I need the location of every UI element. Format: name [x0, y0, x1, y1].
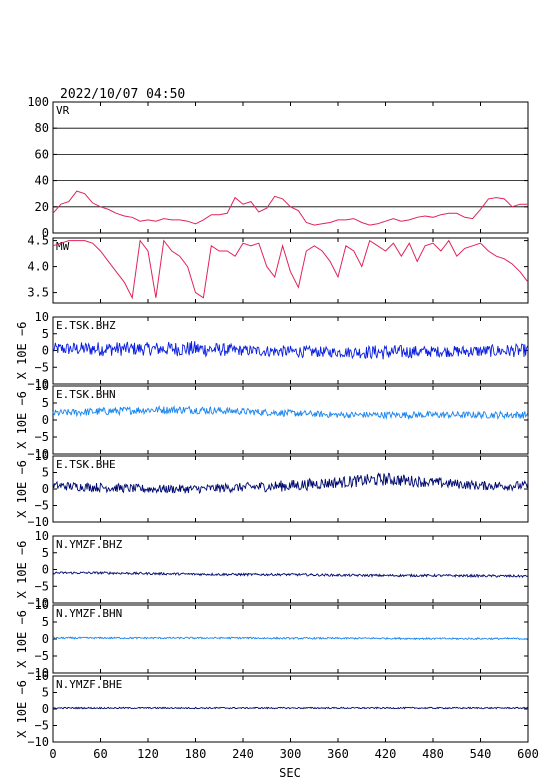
panel-label: N.YMZF.BHN [56, 607, 122, 620]
panel-7: −10 −5 0 5 10 N.YMZF.BHN X 10E −6 [15, 598, 529, 680]
y-tick-label: 0 [42, 482, 49, 496]
y-tick-label: −10 [27, 666, 49, 680]
x-tick-label: 0 [49, 747, 56, 761]
y-tick-label: 0 [42, 632, 49, 646]
panel-frame [52, 385, 529, 455]
y-axis-label: X 10E −6 [15, 610, 29, 668]
y-tick-label: 5 [42, 615, 49, 629]
y-tick-label: 10 [35, 669, 49, 683]
series-line [52, 404, 529, 421]
y-tick-label: 5 [42, 327, 49, 341]
y-tick-label: 10 [35, 598, 49, 612]
y-tick-label: 100 [27, 95, 49, 109]
panel-label: E.TSK.BHZ [56, 319, 116, 332]
timestamp-label: 2022/10/07 04:50 [60, 87, 185, 102]
y-tick-label: 4.5 [27, 234, 49, 248]
y-tick-label: 5 [42, 686, 49, 700]
y-tick-label: 80 [35, 121, 49, 135]
panel-4: −10 −5 0 5 10 E.TSK.BHN X 10E −6 [15, 379, 529, 461]
x-tick-label: 180 [185, 747, 207, 761]
y-tick-label: 0 [42, 702, 49, 716]
y-tick-label: 10 [35, 379, 49, 393]
x-axis: 0 60 120 180 240 300 360 420 480 540 600 [49, 747, 538, 761]
y-axis-label: X 10E −6 [15, 322, 29, 380]
x-axis-label: SEC [279, 766, 301, 780]
x-tick-label: 300 [280, 747, 302, 761]
y-tick-label: 4.0 [27, 260, 49, 274]
panel-3: −10 −5 0 5 10 E.TSK.BHZ X 10E −6 [15, 310, 529, 391]
x-tick-label: 240 [232, 747, 254, 761]
series-line [52, 190, 528, 226]
y-tick-label: −10 [27, 596, 49, 610]
y-tick-label: 5 [42, 396, 49, 410]
y-tick-label: −5 [35, 499, 49, 513]
x-tick-label: 120 [137, 747, 159, 761]
panel-2: 3.5 4.0 4.5 MW [27, 234, 529, 304]
y-tick-label: 20 [35, 200, 49, 214]
y-tick-label: 10 [35, 310, 49, 324]
series-line [52, 571, 529, 579]
y-tick-label: 5 [42, 546, 49, 560]
y-tick-label: −5 [35, 649, 49, 663]
y-tick-label: 10 [35, 529, 49, 543]
y-tick-label: −10 [27, 735, 49, 749]
x-tick-label: 420 [375, 747, 397, 761]
panel-8: −10 −5 0 5 10 N.YMZF.BHE X 10E −6 [15, 669, 529, 749]
y-tick-label: 0 [42, 344, 49, 358]
panel-6: −10 −5 0 5 10 N.YMZF.BHZ X 10E −6 [15, 529, 529, 610]
panel-label: VR [56, 104, 70, 117]
panel-label: N.YMZF.BHZ [56, 538, 123, 551]
y-axis-label: X 10E −6 [15, 460, 29, 518]
y-tick-label: 60 [35, 147, 49, 161]
series-line [52, 472, 529, 495]
panel-label: E.TSK.BHE [56, 458, 116, 471]
y-tick-label: 0 [42, 563, 49, 577]
panel-label: MW [56, 240, 70, 253]
y-tick-label: −5 [35, 360, 49, 374]
y-tick-label: −5 [35, 430, 49, 444]
series-line [52, 706, 529, 710]
y-tick-label: −5 [35, 579, 49, 593]
y-axis-label: X 10E −6 [15, 541, 29, 599]
x-tick-label: 60 [93, 747, 107, 761]
y-axis-label: X 10E −6 [15, 391, 29, 449]
series-line [52, 239, 529, 300]
y-tick-label: −5 [35, 719, 49, 733]
y-tick-label: −10 [27, 377, 49, 391]
panel-frame [52, 535, 529, 604]
y-tick-label: −10 [27, 447, 49, 461]
x-tick-label: 480 [422, 747, 444, 761]
series-line [52, 341, 529, 360]
panel-label: E.TSK.BHN [56, 388, 116, 401]
x-tick-label: 360 [327, 747, 349, 761]
x-tick-label: 600 [517, 747, 539, 761]
y-tick-label: 5 [42, 466, 49, 480]
y-tick-label: −10 [27, 515, 49, 529]
y-tick-label: 0 [42, 413, 49, 427]
panel-label: N.YMZF.BHE [56, 678, 122, 691]
series-line [52, 636, 529, 641]
y-tick-label: 3.5 [27, 286, 49, 300]
x-tick-label: 540 [470, 747, 492, 761]
y-tick-label: 10 [35, 449, 49, 463]
panel-1: 0 20 40 60 80 100 VR [27, 95, 529, 240]
panel-5: −10 −5 0 5 10 E.TSK.BHE X 10E −6 [15, 449, 529, 529]
y-tick-label: 40 [35, 174, 49, 188]
y-tick-label: 0 [42, 226, 49, 240]
y-axis-label: X 10E −6 [15, 680, 29, 738]
